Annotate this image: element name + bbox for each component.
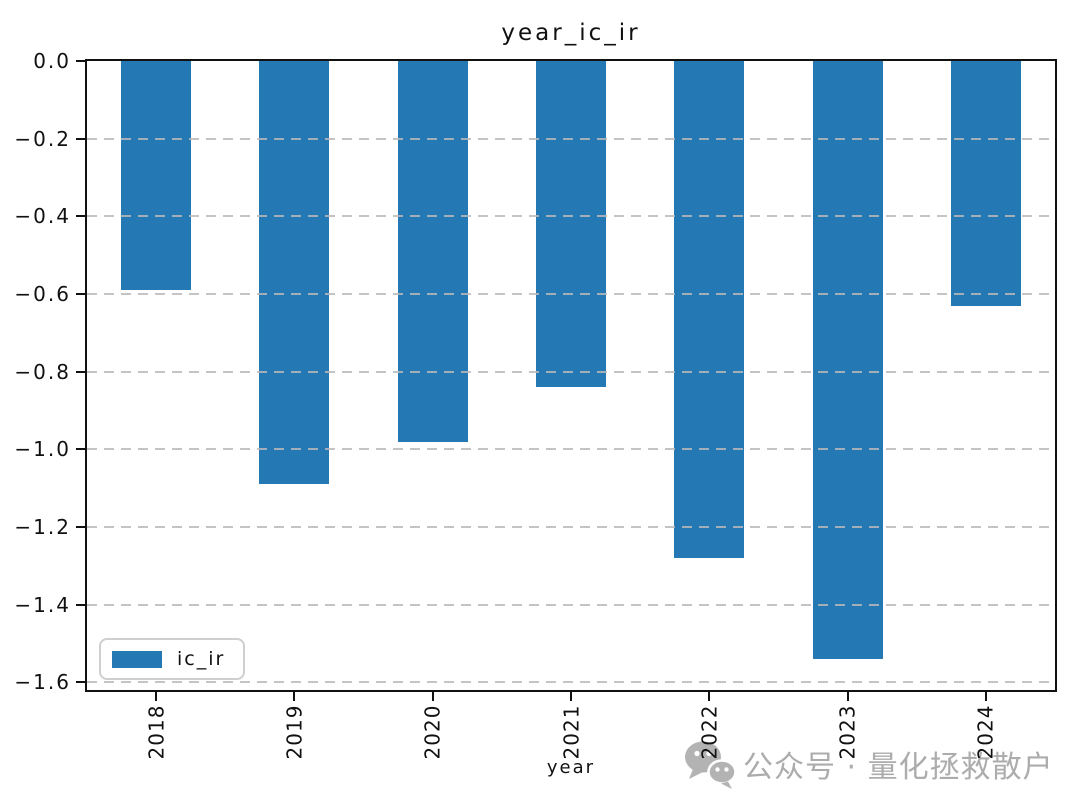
plot-area: 0.0 −0.2 −0.4 −0.6 −0.8 −1.0 −1.2 −1.4 −1.6 2018 2… [14,49,1057,759]
x-axis-label: year [546,757,596,778]
gridline--1.4 [87,603,1055,606]
legend-label: ic_ir [177,648,226,670]
gridline--1.0 [87,448,1055,451]
y-tick-label: −1.6 [14,670,71,695]
y-tick-label: −0.6 [14,281,71,306]
legend-swatch-ic-ir [112,650,162,668]
x-tick-mark [570,692,572,701]
y-tick-mark [76,370,85,373]
gridline--1.6 [87,681,1055,684]
y-tick-mark [76,448,85,451]
y-tick-label: −0.4 [14,204,71,229]
x-tick-label-2023: 2023 [835,704,860,760]
x-tick-label-2019: 2019 [282,704,307,760]
y-tick-label: −0.8 [14,359,71,384]
bar-2020 [397,61,468,442]
bar-2018 [121,61,192,291]
y-tick-mark [76,292,85,295]
bar-2023 [812,61,883,659]
y-tick-mark [76,60,85,62]
x-tick-label-2024: 2024 [973,704,998,760]
x-tick-mark [155,692,158,701]
x-tick-label-2021: 2021 [559,704,583,760]
x-tick-mark [846,692,849,701]
gridline--0.6 [87,292,1055,295]
bar-2024 [950,61,1021,306]
watermark-text: 公众号 · 量化拯救散户 [743,750,1054,785]
x-tick-mark [708,692,711,701]
gridline--0.8 [87,370,1055,373]
bar-2021 [536,61,606,388]
y-tick-label: −1.2 [14,514,71,539]
y-tick-label: −1.4 [14,592,71,617]
legend: ic_ir [99,638,246,680]
gridline--1.2 [87,525,1055,528]
y-tick-mark [76,525,85,528]
bar-2022 [674,61,745,558]
y-tick-mark [76,681,85,684]
y-tick-mark [76,603,85,606]
chart-title: year_ic_ir [501,20,641,46]
x-tick-label-2022: 2022 [697,704,722,760]
wechat-icon [685,741,736,789]
x-tick-mark [984,692,987,701]
x-tick-mark [431,692,434,701]
y-tick-label: −0.2 [14,126,71,151]
x-tick-label-2020: 2020 [420,704,445,760]
y-tick-mark [76,137,85,140]
y-tick-label: 0.0 [33,49,71,73]
watermark: 公众号 · 量化拯救散户 [684,739,1054,789]
bar-2019 [259,61,330,485]
gridline--0.2 [87,137,1055,140]
gridline--0.4 [87,215,1055,218]
x-tick-label-2018: 2018 [144,704,169,760]
y-tick-mark [76,215,85,218]
y-tick-label: −1.0 [14,437,71,462]
x-tick-mark [293,692,296,701]
